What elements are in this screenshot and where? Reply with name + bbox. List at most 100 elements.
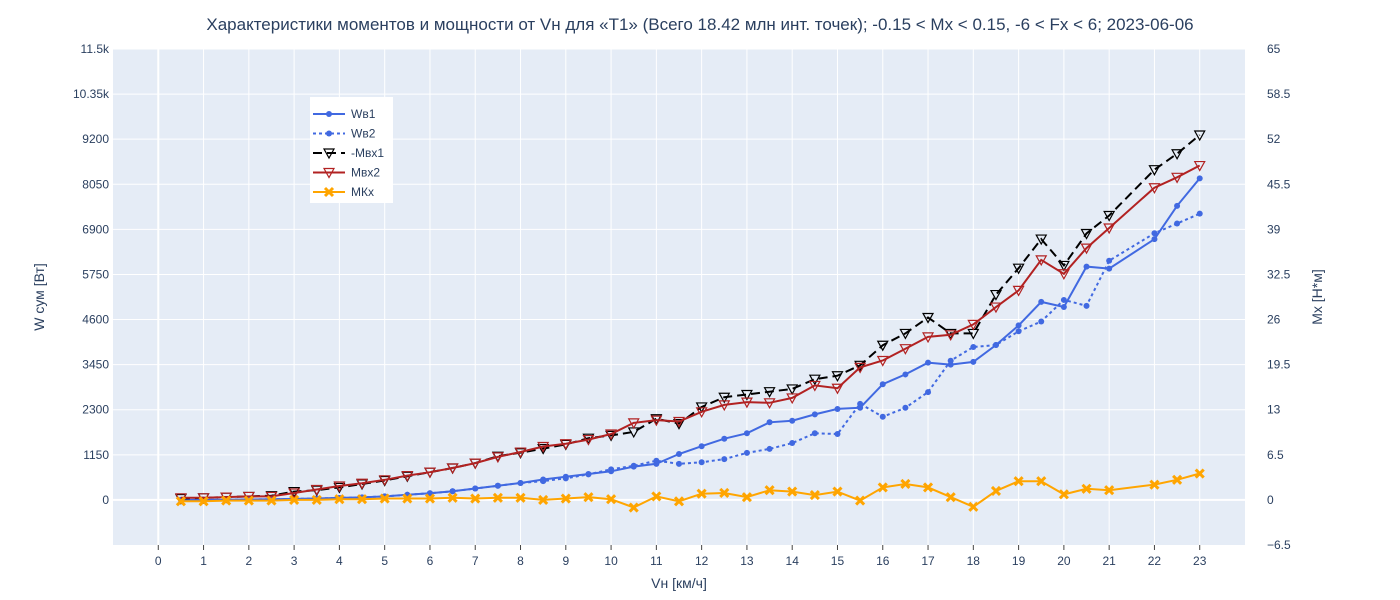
series-мкх-point: [424, 493, 436, 504]
x-tick-label: 1: [200, 554, 207, 568]
x-tick-label: 16: [876, 554, 890, 568]
series-мвх1-point: [1103, 210, 1116, 222]
legend-point: [326, 111, 332, 117]
series-wв2-point: [585, 471, 592, 478]
legend-point: [326, 130, 332, 137]
series-wв2-point: [562, 475, 569, 482]
x-tick-label: 19: [1012, 554, 1026, 568]
series-мвх1-point: [899, 328, 912, 340]
series-wв2-point: [857, 400, 864, 407]
x-tick-label: 4: [336, 554, 343, 568]
y-right-axis-title: Мх [Н*м]: [1309, 269, 1325, 325]
y-right-tick-label: 32.5: [1267, 267, 1291, 281]
y-right-tick-label: 0: [1267, 493, 1274, 507]
legend-item[interactable]: -Мвх1: [313, 146, 384, 160]
series-мвх1-point: [650, 414, 663, 425]
series-wв2-point: [992, 342, 999, 349]
legend[interactable]: Wв1 Wв2 -Мвх1 Мвх2 МКх: [310, 97, 393, 203]
series-мкх-point: [719, 487, 730, 499]
series-мвх1-point: [922, 312, 935, 324]
legend-label: Wв2: [351, 127, 376, 141]
x-tick-label: 7: [472, 554, 479, 568]
series-wв1-point: [1151, 236, 1158, 243]
legend-point: [323, 186, 335, 198]
series-мвх1-point: [1171, 149, 1184, 160]
y-left-tick-label: 4600: [82, 313, 109, 327]
series-мвх2-point: [310, 484, 323, 496]
x-tick-label: 10: [604, 554, 618, 568]
series-мкх-point: [560, 493, 571, 504]
series-мкх-point: [628, 502, 639, 513]
series-мкх-point: [243, 495, 254, 506]
y-left-tick-label: 2300: [82, 403, 109, 417]
legend-item[interactable]: Мвх2: [313, 166, 380, 180]
series-мкх-point: [1149, 479, 1160, 490]
series-мкх-point: [651, 491, 662, 502]
series-мвх2-point: [831, 383, 844, 395]
y-right-tick-label: 19.5: [1267, 358, 1291, 372]
series-мкх-point: [402, 493, 413, 504]
series-мвх1-point: [763, 387, 776, 398]
series-wв2-point: [811, 430, 818, 437]
series-мвх2-point: [763, 398, 776, 410]
series-мкх-point: [764, 485, 775, 496]
series-wв1-point: [721, 435, 728, 442]
series-wв2-point: [902, 404, 909, 411]
series-мвх2-point: [1148, 183, 1161, 194]
series-wв1-point: [1106, 265, 1113, 272]
series-layer: [174, 130, 1206, 513]
series-мвх1-point: [989, 289, 1002, 301]
series-мкх-point: [877, 482, 888, 493]
legend-item[interactable]: МКх: [313, 185, 374, 199]
series-мкх-point: [1013, 476, 1024, 487]
series-wв2-point: [1060, 296, 1067, 303]
series-wв2-point: [1151, 230, 1158, 237]
series-мкх-point: [673, 496, 685, 507]
series-мвх1-point: [876, 340, 889, 352]
x-tick-label: 14: [786, 554, 800, 568]
legend-point: [322, 167, 336, 179]
series-мвх1-point: [672, 419, 686, 430]
series-wв2-point: [676, 460, 682, 467]
legend-label: МКх: [351, 185, 374, 199]
series-мвх2-point: [672, 416, 686, 428]
series-мкх-point: [515, 492, 526, 503]
series-wв2-point: [540, 478, 547, 485]
series-мвх1-point: [333, 482, 346, 494]
series-мвх2-point: [1171, 172, 1184, 184]
series-мкх-point: [900, 478, 911, 490]
series-wв1-point: [970, 358, 977, 365]
y-left-tick-label: 9200: [82, 132, 109, 146]
series-wв2-point: [789, 440, 796, 447]
y-right-tick-label: 65: [1267, 42, 1281, 56]
series-мвх2-point: [469, 458, 482, 470]
x-axis-title: Vн [км/ч]: [651, 575, 707, 591]
x-tick-label: 8: [517, 554, 524, 568]
series-мвх2-point: [401, 471, 414, 482]
series-wв1-point: [698, 443, 705, 450]
x-tick-label: 13: [740, 554, 754, 568]
series-мвх1-point: [1057, 260, 1070, 272]
series-мкх-point: [855, 495, 866, 506]
series-мвх2-point: [989, 302, 1002, 314]
series-мвх1-point: [831, 371, 844, 382]
series-мвх2-point: [786, 393, 799, 405]
x-tick-label: 2: [245, 554, 252, 568]
series-мвх1-point: [605, 430, 618, 442]
series-мвх1-point: [1148, 165, 1161, 176]
series-мвх1-point: [1035, 234, 1048, 246]
legend-item[interactable]: Wв2: [313, 127, 376, 141]
legend-item[interactable]: Wв1: [313, 107, 376, 121]
series-мвх2-point: [1103, 223, 1116, 235]
y-left-axis-title: W сум [Вт]: [31, 263, 47, 331]
series-мвх2-point: [808, 380, 821, 392]
series-wв2-point: [472, 485, 479, 492]
y-right-tick-label: 39: [1267, 222, 1281, 236]
series-мвх1-point: [1080, 228, 1093, 240]
series-мвх2-point: [854, 362, 867, 374]
series-мвх2-point: [423, 467, 436, 479]
series-wв2-point: [1106, 257, 1113, 264]
series-wв2-point: [1196, 210, 1203, 217]
series-мвх1-point: [1193, 130, 1206, 142]
legend-label: Мвх2: [351, 166, 380, 180]
